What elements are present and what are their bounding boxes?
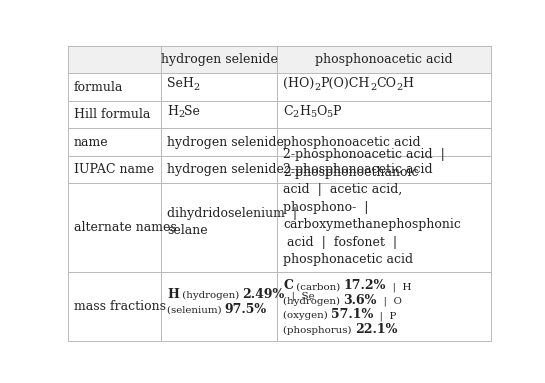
Text: (phosphorus): (phosphorus) bbox=[283, 326, 355, 334]
Text: dihydridoselenium  |
selane: dihydridoselenium | selane bbox=[167, 206, 297, 237]
Bar bbox=[68, 46, 161, 74]
Bar bbox=[161, 272, 277, 341]
Text: O: O bbox=[316, 105, 326, 118]
Text: (carbon): (carbon) bbox=[293, 282, 343, 291]
Text: name: name bbox=[74, 136, 108, 149]
Text: 2-phosphonoacetic acid  |
2-phosphonoethanoic
acid  |  acetic acid,
phosphono-  : 2-phosphonoacetic acid | 2-phosphonoetha… bbox=[283, 148, 461, 266]
Text: 2: 2 bbox=[293, 110, 299, 119]
Bar bbox=[277, 101, 490, 128]
Bar bbox=[277, 46, 490, 74]
Text: Se: Se bbox=[184, 105, 200, 118]
Text: alternate names: alternate names bbox=[74, 221, 177, 234]
Text: 2: 2 bbox=[194, 83, 200, 92]
Bar bbox=[277, 128, 490, 156]
Bar bbox=[161, 46, 277, 74]
Text: C: C bbox=[283, 279, 293, 292]
Text: formula: formula bbox=[74, 81, 123, 94]
Text: |  Se: | Se bbox=[284, 291, 314, 301]
Text: H: H bbox=[167, 105, 178, 118]
Text: 2: 2 bbox=[370, 83, 376, 92]
Text: phosphonoacetic acid: phosphonoacetic acid bbox=[283, 136, 421, 149]
Text: (HO): (HO) bbox=[283, 77, 314, 90]
Text: |  O: | O bbox=[377, 297, 402, 306]
Text: CO: CO bbox=[376, 77, 396, 90]
Text: P: P bbox=[332, 105, 341, 118]
Text: (selenium): (selenium) bbox=[167, 306, 225, 315]
Bar bbox=[68, 46, 161, 74]
Text: H: H bbox=[299, 105, 310, 118]
Text: 2-phosphonoacetic acid: 2-phosphonoacetic acid bbox=[283, 163, 433, 176]
Bar bbox=[161, 183, 277, 272]
Bar bbox=[68, 183, 161, 272]
Bar bbox=[277, 74, 490, 101]
Bar bbox=[161, 74, 277, 101]
Bar bbox=[277, 183, 490, 272]
Text: |  H: | H bbox=[386, 282, 411, 292]
Text: 22.1%: 22.1% bbox=[355, 322, 397, 336]
Text: H: H bbox=[167, 288, 179, 301]
Text: 2: 2 bbox=[396, 83, 403, 92]
Bar bbox=[68, 272, 161, 341]
Text: (oxygen): (oxygen) bbox=[283, 311, 331, 320]
Bar bbox=[161, 156, 277, 183]
Text: 5: 5 bbox=[310, 110, 316, 119]
Text: H: H bbox=[403, 77, 414, 90]
Bar bbox=[161, 46, 277, 74]
Bar bbox=[277, 46, 490, 74]
Text: SeH: SeH bbox=[167, 77, 194, 90]
Bar bbox=[161, 101, 277, 128]
Bar bbox=[161, 128, 277, 156]
Bar bbox=[277, 272, 490, 341]
Text: (hydrogen): (hydrogen) bbox=[283, 296, 343, 306]
Text: C: C bbox=[283, 105, 293, 118]
Text: hydrogen selenide: hydrogen selenide bbox=[161, 53, 277, 66]
Text: |  P: | P bbox=[373, 311, 397, 321]
Text: 2: 2 bbox=[178, 110, 184, 119]
Bar bbox=[68, 74, 161, 101]
Text: IUPAC name: IUPAC name bbox=[74, 163, 154, 176]
Text: hydrogen selenide: hydrogen selenide bbox=[167, 136, 284, 149]
Text: 17.2%: 17.2% bbox=[343, 279, 386, 292]
Text: 2.49%: 2.49% bbox=[243, 288, 284, 301]
Text: P(O)CH: P(O)CH bbox=[320, 77, 370, 90]
Text: 57.1%: 57.1% bbox=[331, 308, 373, 321]
Text: hydrogen selenide: hydrogen selenide bbox=[167, 163, 284, 176]
Text: mass fractions: mass fractions bbox=[74, 300, 166, 313]
Text: 5: 5 bbox=[326, 110, 332, 119]
Bar bbox=[277, 156, 490, 183]
Text: phosphonoacetic acid: phosphonoacetic acid bbox=[315, 53, 453, 66]
Text: 97.5%: 97.5% bbox=[225, 303, 267, 316]
Bar bbox=[68, 101, 161, 128]
Bar bbox=[68, 128, 161, 156]
Text: (hydrogen): (hydrogen) bbox=[179, 291, 243, 300]
Text: Hill formula: Hill formula bbox=[74, 108, 150, 121]
Text: 2: 2 bbox=[314, 83, 320, 92]
Text: 3.6%: 3.6% bbox=[343, 294, 377, 307]
Bar bbox=[68, 156, 161, 183]
